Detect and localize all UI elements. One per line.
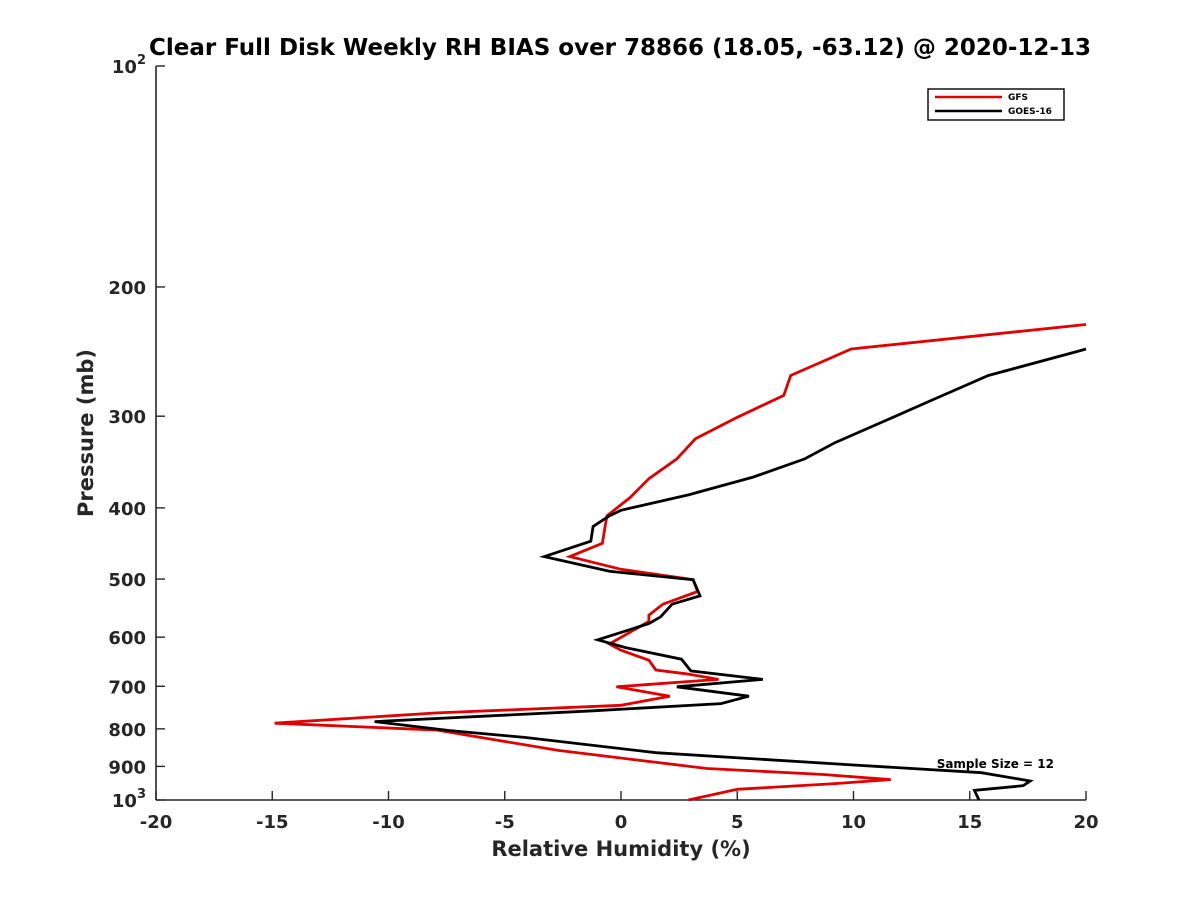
legend-box xyxy=(927,88,1065,121)
x-tick-label: 10 xyxy=(841,812,866,833)
y-tick-label-base: 10 xyxy=(112,791,137,812)
y-tick-label: 500 xyxy=(108,570,146,591)
y-tick-label: 400 xyxy=(108,499,146,520)
y-tick-label: 600 xyxy=(108,628,146,649)
chart-title: Clear Full Disk Weekly RH BIAS over 7886… xyxy=(149,35,1091,61)
x-tick-label: 0 xyxy=(615,812,628,833)
legend: GFS GOES-16 xyxy=(927,88,1065,121)
sample-size-annotation: Sample Size = 12 xyxy=(937,757,1054,771)
series-line-goes16 xyxy=(374,347,1087,801)
y-tick-label-exponent: 2 xyxy=(137,53,146,68)
y-axis-label: Pressure (mb) xyxy=(74,349,98,517)
x-tick-label: -10 xyxy=(372,812,405,833)
x-tick-label: 5 xyxy=(731,812,744,833)
x-tick-label: 20 xyxy=(1073,812,1098,833)
x-tick-label: -5 xyxy=(495,812,515,833)
series-lines xyxy=(274,323,1087,802)
y-tick-label: 102 xyxy=(112,53,146,78)
x-axis-label: Relative Humidity (%) xyxy=(491,837,750,861)
y-tick-label: 300 xyxy=(108,407,146,428)
y-tick-label-base: 10 xyxy=(112,57,137,78)
x-tick-label: -20 xyxy=(140,812,173,833)
y-tick-label: 103 xyxy=(112,787,146,812)
y-tick-label-exponent: 3 xyxy=(137,787,146,802)
legend-label-goes16: GOES-16 xyxy=(1008,107,1052,117)
y-tick-label: 200 xyxy=(108,278,146,299)
x-tick-label: -15 xyxy=(256,812,289,833)
x-tick-label: 15 xyxy=(957,812,982,833)
x-ticks: -20 -15 -10 -5 0 5 10 15 20 xyxy=(140,791,1099,833)
legend-label-gfs: GFS xyxy=(1008,93,1028,103)
y-tick-label: 800 xyxy=(108,720,146,741)
y-tick-label: 900 xyxy=(108,757,146,778)
y-tick-label: 700 xyxy=(108,677,146,698)
